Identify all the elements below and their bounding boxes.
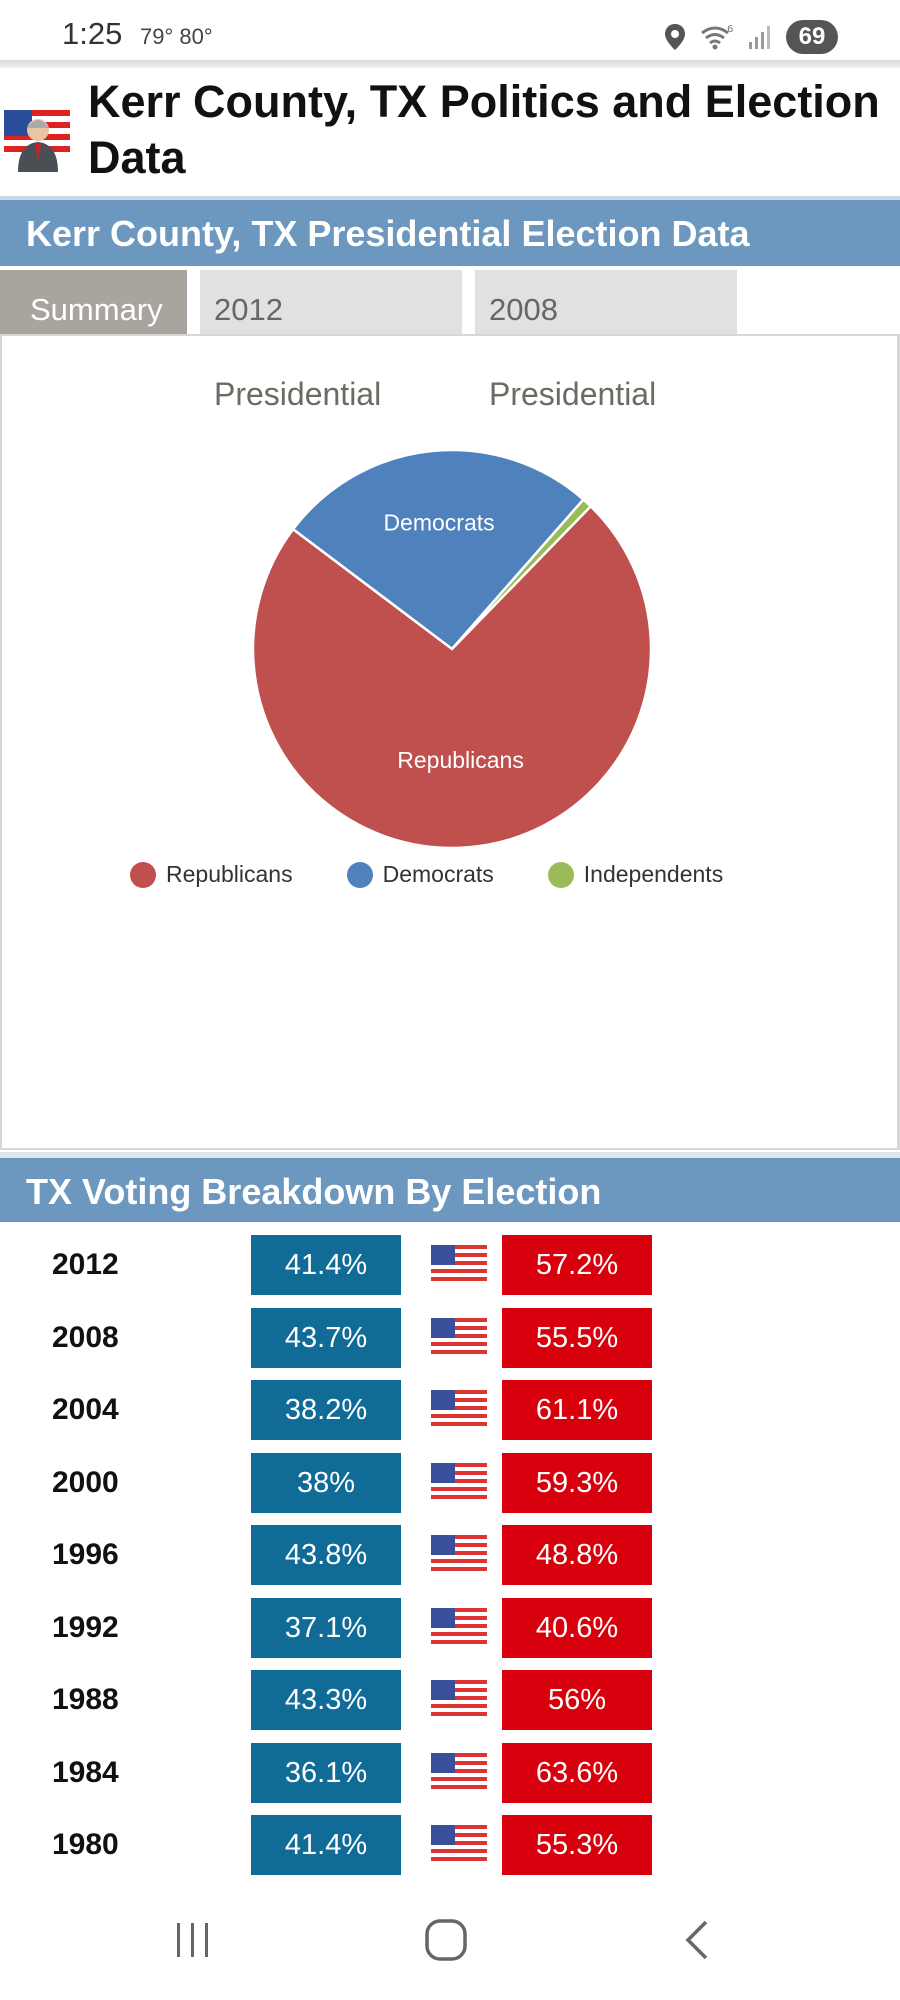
election-year: 1996 xyxy=(52,1538,119,1571)
democrat-percent: 41.4% xyxy=(251,1815,401,1875)
us-flag-icon xyxy=(431,1607,487,1648)
democrat-percent: 37.1% xyxy=(251,1597,401,1658)
section-title-presidential: Kerr County, TX Presidential Election Da… xyxy=(0,196,900,266)
navigation-bar xyxy=(0,1878,900,2000)
pie-slice-democrats[interactable] xyxy=(291,448,586,651)
breakdown-row-1988: 1988 43.3% 56% xyxy=(0,1669,900,1731)
democrat-percent: 43.3% xyxy=(251,1670,401,1730)
tab-2008[interactable]: 2008 xyxy=(475,270,737,334)
politician-flag-icon xyxy=(4,110,70,172)
legend-label: Democrats xyxy=(382,861,494,887)
us-flag-icon xyxy=(431,1535,487,1575)
republican-percent: 40.6% xyxy=(502,1597,652,1658)
democrat-percent: 38% xyxy=(251,1452,401,1513)
pie-slice-republicans[interactable] xyxy=(251,504,653,850)
pie-label-republicans: Republicans xyxy=(397,747,524,773)
breakdown-row-1984: 1984 36.1% 63.6% xyxy=(0,1742,900,1804)
breakdown-row-2012: 2012 41.4% 57.2% xyxy=(0,1234,900,1296)
breakdown-row-1996: 1996 43.8% 48.8% xyxy=(0,1524,900,1586)
back-icon xyxy=(685,1920,708,1960)
election-year: 2012 xyxy=(52,1248,119,1281)
us-flag-icon xyxy=(431,1680,487,1720)
election-year: 2004 xyxy=(52,1393,119,1426)
republican-percent: 63.6% xyxy=(502,1742,652,1803)
election-year: 1980 xyxy=(52,1828,119,1861)
us-flag-icon xyxy=(431,1317,487,1358)
pie-chart: Democrats Republicans xyxy=(251,448,653,850)
legend-item-democrats[interactable]: Democrats xyxy=(346,861,494,888)
page-header: Kerr County, TX Politics and Election Da… xyxy=(0,68,900,198)
legend-label: Independents xyxy=(583,861,724,887)
breakdown-row-2000: 2000 38% 59.3% xyxy=(0,1452,900,1514)
republican-percent: 48.8% xyxy=(502,1525,652,1585)
home-button[interactable] xyxy=(406,1910,486,1970)
tab-2012[interactable]: 2012 xyxy=(200,270,462,334)
chart-panel: Presidential Presidential Democrats Repub… xyxy=(0,334,900,1150)
section-title-breakdown: TX Voting Breakdown By Election xyxy=(0,1152,900,1222)
home-icon xyxy=(425,1919,467,1961)
republican-percent: 55.5% xyxy=(502,1307,652,1368)
election-year: 2008 xyxy=(52,1320,119,1354)
democrat-percent: 38.2% xyxy=(251,1380,401,1440)
us-flag-icon xyxy=(431,1390,487,1430)
election-year: 1988 xyxy=(52,1683,119,1716)
legend-label: Republicans xyxy=(166,861,293,887)
status-temperature: 79° 80° xyxy=(140,24,213,49)
republican-percent: 56% xyxy=(502,1670,652,1730)
us-flag-icon xyxy=(431,1245,487,1285)
legend-swatch xyxy=(346,861,373,888)
svg-text:6: 6 xyxy=(727,24,733,35)
breakdown-row-2008: 2008 43.7% 55.5% xyxy=(0,1307,900,1369)
election-tabs: Summary 2012 2008 xyxy=(0,270,900,334)
status-bar: 1:25 79° 80° 6 69 xyxy=(0,0,900,62)
signal-icon xyxy=(749,26,770,49)
democrat-percent: 36.1% xyxy=(251,1742,401,1803)
democrat-percent: 43.7% xyxy=(251,1307,401,1368)
election-year: 1984 xyxy=(52,1755,119,1789)
status-time: 1:25 xyxy=(62,16,123,51)
battery-icon: 69 xyxy=(786,20,838,54)
republican-percent: 57.2% xyxy=(502,1235,652,1295)
republican-percent: 61.1% xyxy=(502,1380,652,1440)
legend-swatch xyxy=(130,861,156,888)
republican-percent: 55.3% xyxy=(502,1815,652,1875)
status-icons: 6 69 xyxy=(664,18,838,56)
location-icon xyxy=(665,24,685,50)
page-title: Kerr County, TX Politics and Election Da… xyxy=(88,76,880,183)
breakdown-row-2004: 2004 38.2% 61.1% xyxy=(0,1379,900,1441)
us-flag-icon xyxy=(431,1825,487,1865)
chart-title-left: Presidential xyxy=(214,376,382,412)
election-year: 2000 xyxy=(52,1465,119,1499)
recent-apps-button[interactable] xyxy=(153,1910,233,1970)
recent-apps-icon xyxy=(177,1923,208,1957)
breakdown-row-1980: 1980 41.4% 55.3% xyxy=(0,1814,900,1876)
back-button[interactable] xyxy=(658,1910,738,1970)
legend-swatch xyxy=(547,861,574,888)
chart-title-right: Presidential xyxy=(489,376,657,412)
democrat-percent: 41.4% xyxy=(251,1235,401,1295)
pie-label-democrats: Democrats xyxy=(383,509,494,535)
democrat-percent: 43.8% xyxy=(251,1525,401,1585)
breakdown-row-1992: 1992 37.1% 40.6% xyxy=(0,1597,900,1659)
status-bar-shadow xyxy=(0,60,900,68)
legend-item-independents[interactable]: Independents xyxy=(547,861,724,888)
us-flag-icon xyxy=(431,1462,487,1503)
wifi-icon: 6 xyxy=(701,24,733,50)
us-flag-icon xyxy=(431,1752,487,1793)
election-year: 1992 xyxy=(52,1610,119,1644)
legend-item-republicans[interactable]: Republicans xyxy=(130,861,293,888)
chart-legend: Republicans Democrats Independents xyxy=(130,861,777,888)
tab-summary[interactable]: Summary xyxy=(0,270,187,334)
republican-percent: 59.3% xyxy=(502,1452,652,1513)
